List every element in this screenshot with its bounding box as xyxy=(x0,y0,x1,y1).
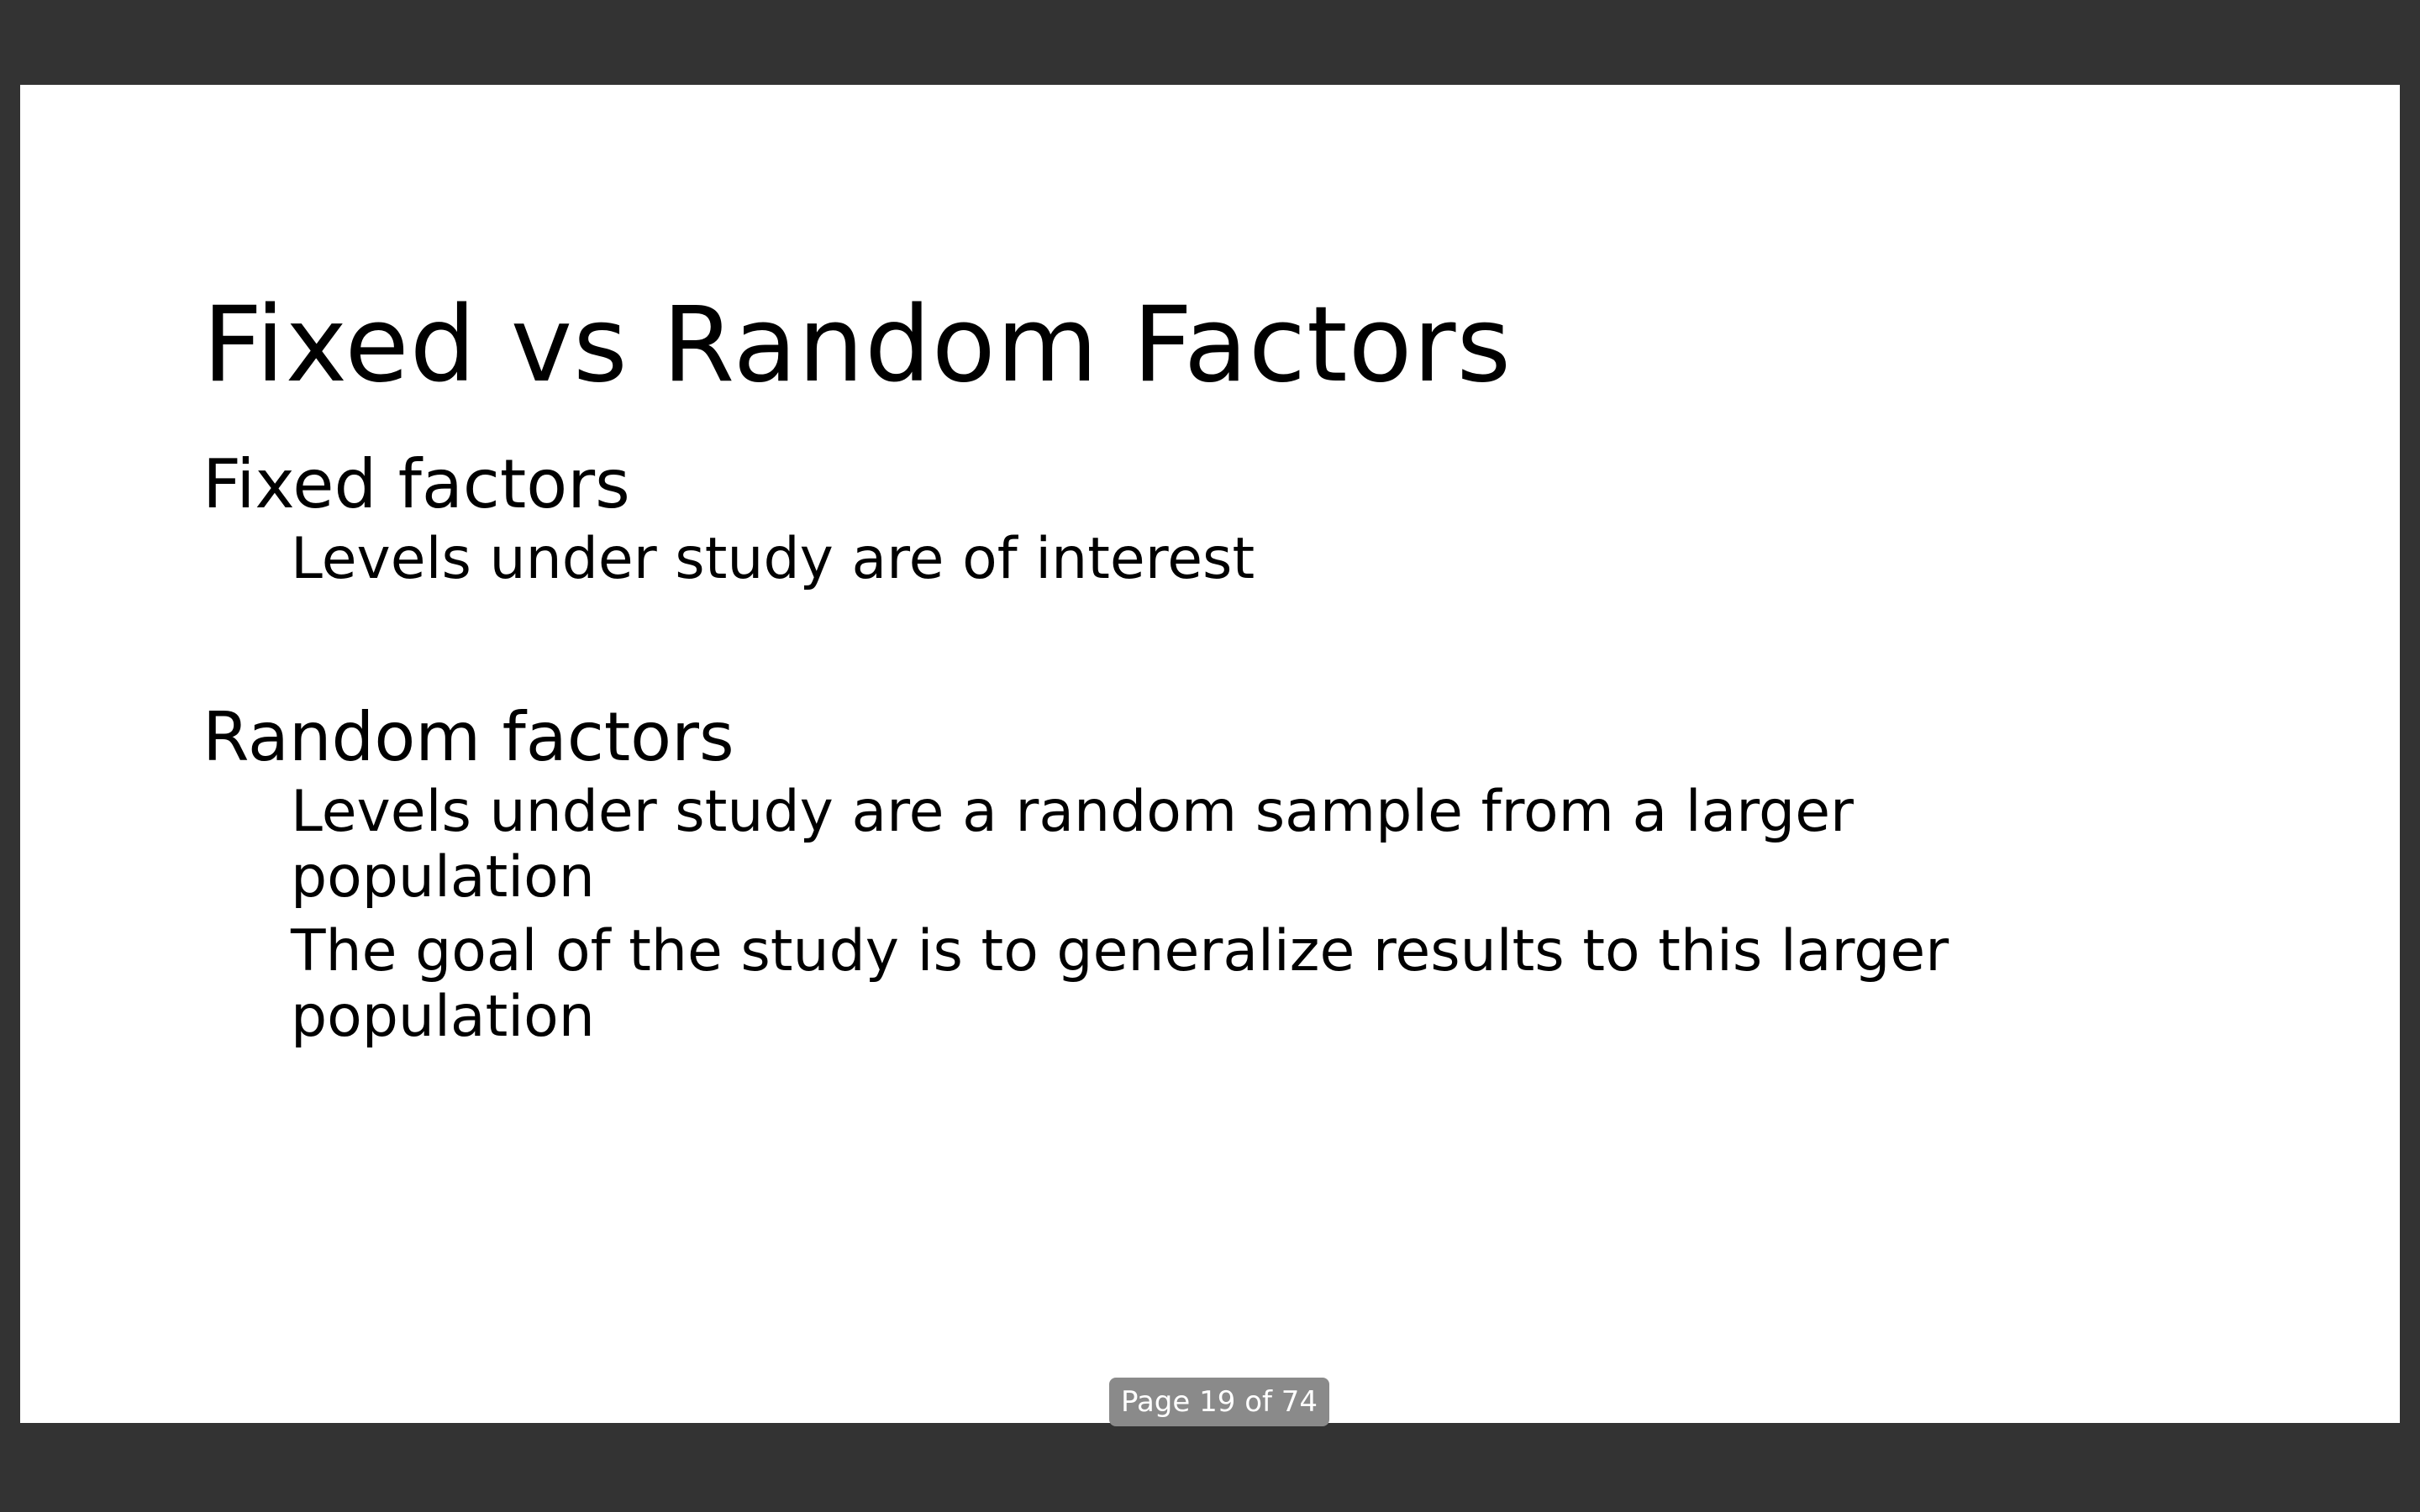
bullet-item: Levels under study are of interest xyxy=(291,526,1255,592)
section-heading: Fixed factors xyxy=(203,445,630,523)
section-heading: Random factors xyxy=(203,698,734,776)
bullet-item: Levels under study are a random sample f… xyxy=(291,779,1854,911)
bullet-list: Levels under study are a random sample f… xyxy=(203,780,2093,1050)
slide-title: Fixed vs Random Factors xyxy=(203,285,1512,406)
bullet-item: The goal of the study is to generalize r… xyxy=(291,918,1949,1050)
section-random-factors: Random factors Levels under study are a … xyxy=(203,704,2093,1050)
bullet-list: Levels under study are of interest xyxy=(203,527,2303,592)
slide-page: Fixed vs Random Factors Fixed factors Le… xyxy=(20,85,2400,1423)
page-indicator-badge: Page 19 of 74 xyxy=(1109,1378,1330,1426)
section-fixed-factors: Fixed factors Levels under study are of … xyxy=(203,451,2303,592)
